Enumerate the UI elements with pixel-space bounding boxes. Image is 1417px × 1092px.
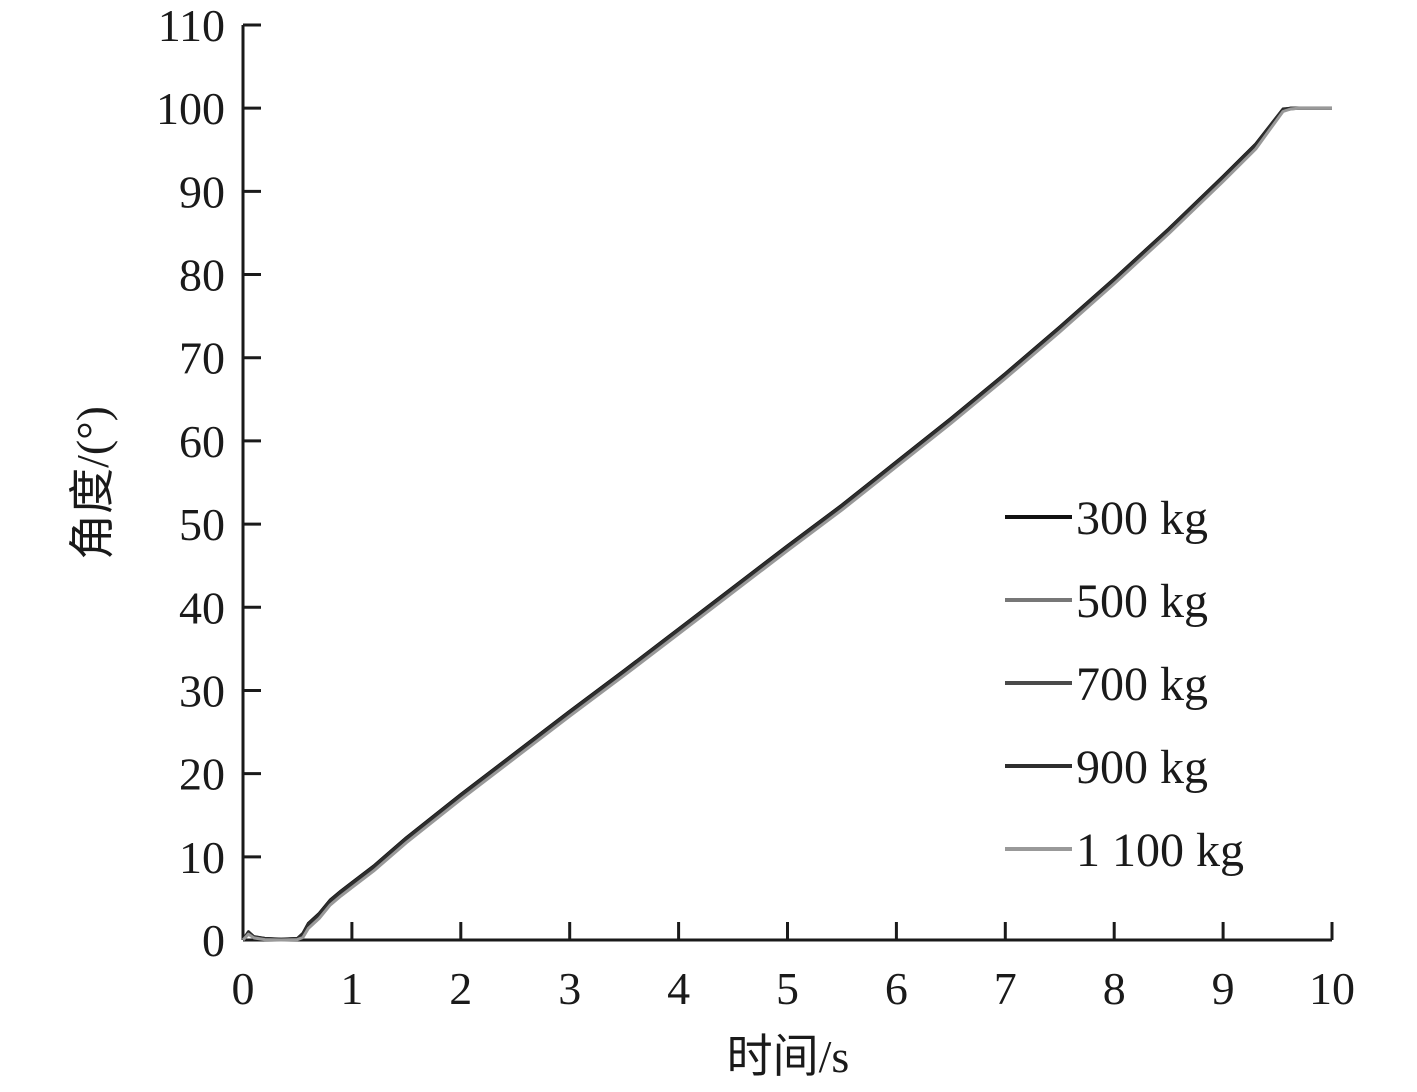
y-tick-label: 40 xyxy=(179,582,225,633)
y-tick-label: 60 xyxy=(179,416,225,467)
y-tick-label: 70 xyxy=(179,333,225,384)
y-tick-label: 10 xyxy=(179,832,225,883)
y-tick-label: 110 xyxy=(158,0,225,51)
x-tick-label: 8 xyxy=(1103,963,1126,1014)
x-tick-label: 0 xyxy=(232,963,255,1014)
x-tick-label: 9 xyxy=(1212,963,1235,1014)
series-line-4 xyxy=(241,106,1332,942)
x-axis-label: 时间/s xyxy=(727,1031,850,1082)
x-tick-label: 4 xyxy=(667,963,690,1014)
axes: 0 10 20 30 40 50 60 70 80 90 100 110 0 1 2 3 4 5 6 7 8 9 10 xyxy=(156,0,1355,1014)
x-tick-label: 10 xyxy=(1309,963,1355,1014)
x-tick-label: 7 xyxy=(994,963,1017,1014)
x-tick-label: 6 xyxy=(885,963,908,1014)
legend-label-0: 300 kg xyxy=(1076,492,1208,545)
plot-area xyxy=(241,106,1332,942)
y-tick-label: 20 xyxy=(179,749,225,800)
legend-label-2: 700 kg xyxy=(1076,658,1208,711)
x-tick-label: 2 xyxy=(449,963,472,1014)
y-tick-label: 100 xyxy=(156,83,225,134)
x-tick-label: 3 xyxy=(558,963,581,1014)
x-tick-label: 5 xyxy=(776,963,799,1014)
y-tick-label: 90 xyxy=(179,166,225,217)
y-tick-label: 30 xyxy=(179,665,225,716)
y-tick-label: 80 xyxy=(179,250,225,301)
y-tick-label: 50 xyxy=(179,499,225,550)
y-tick-label: 0 xyxy=(202,915,225,966)
legend: 300 kg 500 kg 700 kg 900 kg 1 100 kg xyxy=(1005,492,1244,877)
y-axis-label: 角度/(°) xyxy=(67,406,118,560)
series-line-3 xyxy=(241,106,1332,941)
legend-label-4: 1 100 kg xyxy=(1076,824,1244,877)
x-tick-label: 1 xyxy=(340,963,363,1014)
legend-label-3: 900 kg xyxy=(1076,741,1208,794)
legend-label-1: 500 kg xyxy=(1076,575,1208,628)
